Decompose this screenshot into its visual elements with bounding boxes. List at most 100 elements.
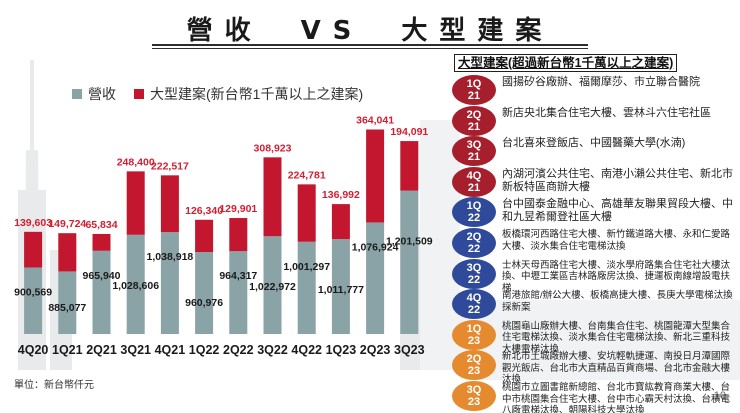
label-revenue-1Q23: 1,011,777 [318, 284, 364, 296]
quarter-badge-year: 23 [467, 334, 481, 347]
quarter-badge-year: 21 [467, 181, 481, 194]
bar-project-1Q22 [195, 219, 214, 253]
project-row-text: 南港旅館/辦公大樓、板橋高捷大樓、長庚大學電梯汰換採新案 [502, 290, 733, 313]
legend-item-project: 大型建案(新台幣1千萬以上之建案) [134, 84, 363, 104]
quarter-badge: 2Q 22 [452, 228, 496, 258]
label-project-3Q23: 194,091 [390, 126, 428, 138]
bar-revenue-3Q23 [400, 190, 419, 334]
label-revenue-4Q20: 900,569 [14, 286, 52, 298]
x-tick-1Q21: 1Q21 [52, 343, 83, 357]
label-revenue-1Q21: 885,077 [48, 302, 86, 314]
quarter-badge-year: 22 [467, 273, 481, 286]
legend-swatch-revenue [72, 89, 82, 99]
quarter-badge-year: 21 [467, 90, 481, 102]
bar-project-2Q23 [366, 129, 385, 223]
project-panel: 大型建案(超過新台幣1千萬以上之建案) 1Q 21 國揚矽谷廠辦、福爾摩莎、市立聯合… [452, 52, 734, 413]
project-row-2Q22: 2Q 22 板橋環河西路住宅大樓、新竹鐵道路大樓、永和仁愛路大樓、淡水集合住宅電梯汰… [452, 228, 734, 258]
label-project-2Q21: 65,834 [85, 219, 117, 231]
bar-project-4Q21 [160, 175, 179, 233]
quarter-badge-q: 1Q [466, 322, 482, 335]
panel-heading-text: 大型建案(超過新台幣1千萬以上之建案) [454, 54, 678, 72]
project-row-text: 士林天母西路住宅大樓、淡水學府路集合住宅社大樓汰換、中壢工業區吉林路廠房汰換、捷… [502, 259, 731, 294]
x-tick-2Q23: 2Q23 [360, 343, 391, 357]
x-tick-1Q23: 1Q23 [326, 343, 357, 357]
title-underline-thin [152, 48, 588, 49]
x-tick-4Q20: 4Q20 [18, 343, 49, 357]
bar-project-4Q20 [24, 231, 43, 268]
quarter-badge: 1Q 21 [452, 75, 496, 105]
bar-revenue-1Q21 [58, 271, 77, 334]
label-project-4Q20: 139,603 [14, 217, 52, 229]
label-revenue-4Q22: 1,001,297 [283, 261, 330, 273]
panel-heading: 大型建案(超過新台幣1千萬以上之建案) [454, 52, 734, 72]
quarter-badge-q: 4Q [466, 292, 482, 305]
quarter-badge: 2Q 23 [452, 350, 496, 381]
title-underline [152, 44, 588, 46]
legend-item-revenue: 營收 [72, 84, 116, 104]
project-row-text: 桃園龜山廠辦大樓、台南集合住宅、桃園龍潭大型集合住宅電梯汰換、淡水集合住宅電梯汰… [502, 320, 731, 355]
label-project-1Q23: 136,992 [322, 189, 360, 201]
label-project-2Q22: 129,901 [219, 203, 257, 215]
quarter-badge: 4Q 22 [452, 289, 496, 320]
x-tick-3Q21: 3Q21 [120, 343, 151, 357]
project-row-text: 內湖河濱公共住宅、南港小瀨公共住宅、新北市新板特區商辦大樓 [502, 167, 733, 193]
bar-project-3Q21 [126, 171, 145, 235]
label-revenue-1Q22: 960,976 [185, 297, 223, 309]
quarter-badge-q: 2Q [466, 231, 482, 243]
quarter-badge: 3Q 21 [452, 136, 496, 167]
x-tick-3Q22: 3Q22 [257, 343, 288, 357]
bar-revenue-3Q22 [263, 236, 282, 334]
label-project-3Q21: 248,400 [117, 156, 155, 168]
x-tick-2Q22: 2Q22 [223, 343, 254, 357]
bar-project-2Q22 [229, 218, 248, 252]
quarter-badge-q: 3Q [466, 139, 482, 152]
legend-label-project: 大型建案(新台幣1千萬以上之建案) [150, 86, 364, 102]
project-row-3Q23: 3Q 23 桃園市立圖書館新總館、台北市寶紘教育商業大樓、台中市桃園集合住宅大樓、台… [452, 381, 734, 413]
project-row-1Q21: 1Q 21 國揚矽谷廠辦、福爾摩莎、市立聯合醫院 [452, 75, 734, 105]
bar-revenue-1Q23 [331, 239, 350, 334]
quarter-badge-year: 21 [467, 151, 481, 164]
project-row-2Q21: 2Q 21 新店央北集合住宅大樓、雲林斗六住宅社區 [452, 105, 734, 136]
bar-project-2Q21 [92, 233, 111, 251]
project-row-text: 新北市土城廠辦大樓、安坑輕軌捷運、南投日月潭國際觀光飯店、台北市大直精品百貨商場… [502, 351, 731, 386]
bar-revenue-2Q21 [92, 250, 111, 334]
project-row-2Q23: 2Q 23 新北市土城廠辦大樓、安坑輕軌捷運、南投日月潭國際觀光飯店、台北市大直精品… [452, 350, 734, 386]
bar-revenue-4Q21 [160, 232, 179, 334]
quarter-badge-q: 1Q [466, 78, 482, 90]
bar-revenue-2Q22 [229, 251, 248, 334]
bar-project-3Q22 [263, 157, 282, 237]
quarter-badge-year: 22 [467, 243, 481, 255]
quarter-badge-q: 2Q [466, 353, 482, 366]
label-project-3Q22: 308,923 [254, 142, 292, 154]
quarter-badge-year: 21 [467, 120, 481, 133]
project-row-1Q22: 1Q 22 台中國泰金融中心、高雄華友聯果貿段大樓、中和九昱希爾登社區大樓 [452, 197, 734, 228]
label-revenue-4Q21: 1,038,918 [147, 251, 194, 263]
legend-swatch-project [134, 89, 144, 99]
quarter-badge: 3Q 23 [452, 381, 496, 411]
quarter-badge-year: 23 [467, 365, 481, 378]
x-tick-2Q21: 2Q21 [86, 343, 117, 357]
page-number: 10 [713, 390, 726, 402]
x-tick-3Q23: 3Q23 [394, 343, 425, 357]
label-revenue-3Q23: 1,201,509 [386, 236, 433, 248]
bar-project-4Q22 [297, 184, 316, 242]
label-revenue-2Q22: 964,317 [219, 270, 257, 282]
project-row-3Q21: 3Q 21 台北喜來登飯店、中國醫藥大學(水湳) [452, 136, 734, 167]
label-project-4Q21: 222,517 [151, 160, 189, 172]
project-row-text: 國揚矽谷廠辦、福爾摩莎、市立聯合醫院 [502, 76, 700, 88]
bar-project-1Q23 [331, 204, 350, 240]
x-tick-4Q22: 4Q22 [291, 343, 322, 357]
quarter-badge: 3Q 22 [452, 258, 496, 289]
project-row-1Q23: 1Q 23 桃園龜山廠辦大樓、台南集合住宅、桃園龍潭大型集合住宅電梯汰換、淡水集合住… [452, 319, 734, 356]
quarter-badge-q: 1Q [466, 200, 482, 213]
quarter-badge: 1Q 23 [452, 319, 496, 350]
chart-legend: 營收 大型建案(新台幣1千萬以上之建案) [72, 84, 363, 104]
legend-label-revenue: 營收 [88, 86, 116, 102]
label-project-2Q23: 364,041 [356, 114, 394, 126]
project-row-text: 新店央北集合住宅大樓、雲林斗六住宅社區 [502, 106, 711, 119]
bar-revenue-2Q23 [366, 222, 385, 334]
bar-revenue-4Q22 [297, 241, 316, 334]
label-revenue-2Q23: 1,076,924 [352, 241, 399, 253]
unit-note: 單位：新台幣仟元 [14, 380, 94, 391]
label-project-1Q22: 126,340 [185, 205, 223, 217]
